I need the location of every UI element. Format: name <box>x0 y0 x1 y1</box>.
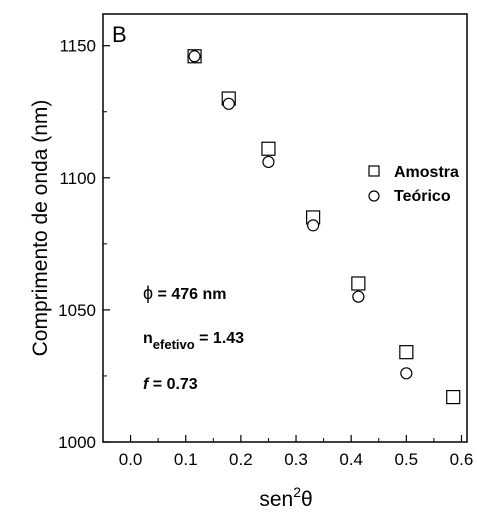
phi-symbol: ϕ <box>143 283 153 303</box>
y-tick-label: 1150 <box>59 37 96 56</box>
data-point-teorico <box>222 97 235 110</box>
x-tick-label: 0.5 <box>395 450 419 469</box>
annotation-fill-symbol: f <box>143 376 150 393</box>
annotation-neff: nefetivo = 1.43 <box>143 330 244 352</box>
annotation-period: ϕ = 476 nm <box>143 283 226 303</box>
annotation-period-value: = 476 nm <box>153 286 226 303</box>
annotation-neff-value: = 1.43 <box>195 330 244 347</box>
x-tick-label: 0.0 <box>119 450 143 469</box>
panel-label: B <box>112 22 127 47</box>
legend-label-teorico: Teórico <box>394 188 451 205</box>
legend-marker-amostra <box>368 165 380 177</box>
x-axis-title-prefix: sen <box>259 488 293 511</box>
x-tick-label: 0.2 <box>229 450 253 469</box>
data-point-teorico <box>188 50 201 63</box>
legend-marker-teorico <box>368 190 380 202</box>
x-axis: 0.0 0.1 0.2 0.3 0.4 0.5 0.6 <box>119 435 474 469</box>
x-tick-label: 0.4 <box>339 450 363 469</box>
data-markers <box>187 49 461 405</box>
legend-label-amostra: Amostra <box>394 164 459 181</box>
annotation-neff-symbol: n <box>143 330 153 347</box>
x-axis-title-suffix: θ <box>301 488 313 511</box>
x-axis-title-sup: 2 <box>293 484 301 500</box>
x-tick-label: 0.6 <box>450 450 474 469</box>
data-point-amostra <box>446 389 461 405</box>
y-tick-label: 1050 <box>58 301 96 320</box>
annotation-fill-factor: f = 0.73 <box>143 376 198 393</box>
data-point-teorico <box>307 219 320 232</box>
data-point-teorico <box>262 155 275 169</box>
data-point-teorico <box>400 367 413 380</box>
y-axis-title: Comprimento de onda (nm) <box>29 100 52 357</box>
y-axis: 1000 1050 1100 1150 <box>58 37 110 452</box>
data-point-amostra <box>399 345 414 360</box>
annotation-fill-value: = 0.73 <box>148 376 197 393</box>
x-tick-label: 0.1 <box>174 450 198 469</box>
y-tick-label: 1000 <box>58 433 96 452</box>
annotation-neff-subscript: efetivo <box>153 337 195 352</box>
plot-frame <box>102 13 468 443</box>
x-tick-label: 0.3 <box>284 450 308 469</box>
data-point-amostra <box>351 276 366 291</box>
data-point-amostra <box>261 141 276 156</box>
legend: Amostra Teórico <box>368 164 459 205</box>
data-point-teorico <box>352 290 365 303</box>
y-tick-label: 1100 <box>59 169 96 188</box>
x-axis-title: sen2θ <box>259 484 312 511</box>
